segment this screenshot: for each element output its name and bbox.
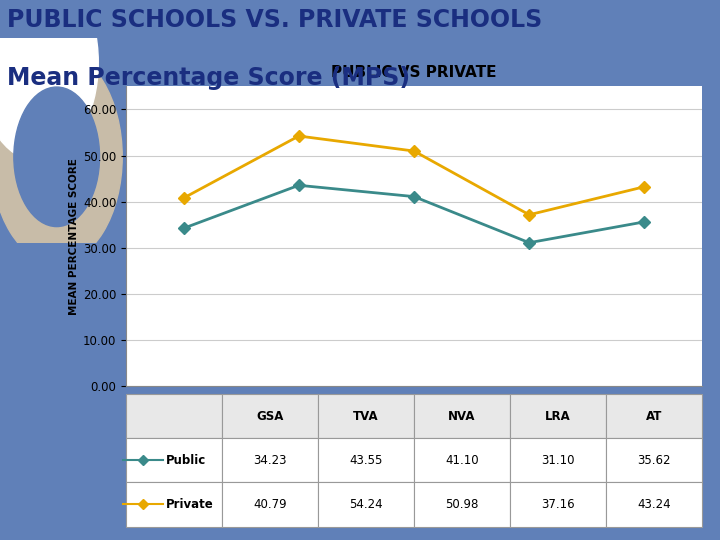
Circle shape — [14, 87, 99, 227]
Text: NVA: NVA — [449, 410, 476, 423]
Text: 31.10: 31.10 — [541, 454, 575, 467]
Text: 40.79: 40.79 — [253, 498, 287, 511]
Text: 50.98: 50.98 — [445, 498, 479, 511]
Text: 43.24: 43.24 — [637, 498, 671, 511]
Text: 37.16: 37.16 — [541, 498, 575, 511]
Y-axis label: MEAN PERCENTAGE SCORE: MEAN PERCENTAGE SCORE — [68, 158, 78, 315]
Text: LRA: LRA — [545, 410, 571, 423]
Text: 54.24: 54.24 — [349, 498, 383, 511]
Text: TVA: TVA — [354, 410, 379, 423]
Circle shape — [0, 0, 98, 161]
Title: PUBLIC VS PRIVATE: PUBLIC VS PRIVATE — [331, 65, 497, 80]
Text: 43.55: 43.55 — [349, 454, 383, 467]
Text: 41.10: 41.10 — [445, 454, 479, 467]
Text: Mean Percentage Score (MPS): Mean Percentage Score (MPS) — [7, 66, 410, 90]
Text: GSA: GSA — [256, 410, 284, 423]
Text: Private: Private — [166, 498, 214, 511]
Text: 35.62: 35.62 — [637, 454, 671, 467]
Text: AT: AT — [646, 410, 662, 423]
Text: Public: Public — [166, 454, 207, 467]
Text: 34.23: 34.23 — [253, 454, 287, 467]
Text: PUBLIC SCHOOLS VS. PRIVATE SCHOOLS: PUBLIC SCHOOLS VS. PRIVATE SCHOOLS — [7, 8, 542, 32]
Circle shape — [0, 50, 122, 264]
